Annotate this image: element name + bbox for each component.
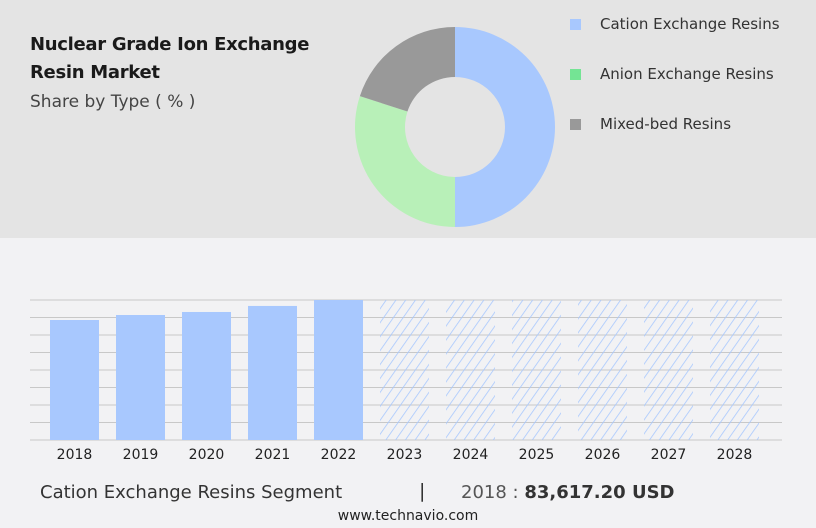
legend-item-cation: Cation Exchange Resins — [570, 15, 780, 33]
legend-label: Anion Exchange Resins — [600, 65, 774, 83]
segment-label: Cation Exchange Resins Segment — [40, 482, 343, 503]
legend-swatch — [570, 68, 581, 80]
chart-title: Nuclear Grade Ion Exchange Resin Market — [30, 34, 310, 83]
forecast-bar-2024 — [446, 300, 495, 440]
legend-item-anion: Anion Exchange Resins — [570, 65, 774, 83]
segment-value: 2018 : 83,617.20 USD — [461, 482, 674, 503]
legend-swatch — [570, 18, 581, 30]
x-tick-label: 2018 — [57, 447, 93, 463]
forecast-bar-2026 — [578, 300, 627, 440]
forecast-bar-2025 — [512, 300, 561, 440]
bar-2019 — [116, 314, 165, 440]
bar-chart: 2018 2019 2020 2021 2022 2023 2024 2025 2026 2027… — [30, 299, 782, 463]
forecast-bar-2027 — [644, 300, 693, 440]
legend-label: Cation Exchange Resins — [600, 15, 780, 33]
forecast-bar-2028 — [710, 300, 759, 440]
x-tick-label: 2020 — [189, 447, 225, 463]
x-tick-label: 2025 — [519, 447, 555, 463]
bar-2020 — [182, 311, 231, 440]
x-tick-label: 2019 — [123, 447, 159, 463]
x-tick-label: 2026 — [585, 447, 621, 463]
donut-slice-mixed-bed-resins — [359, 27, 455, 112]
donut-chart — [355, 27, 555, 227]
bar-2022 — [314, 300, 363, 440]
x-tick-label: 2027 — [651, 447, 687, 463]
x-tick-label: 2021 — [255, 447, 291, 463]
legend-label: Mixed-bed Resins — [600, 115, 732, 133]
source-url: www.technavio.com — [337, 508, 479, 524]
legend-swatch — [570, 118, 581, 130]
x-tick-label: 2024 — [453, 447, 489, 463]
x-tick-label: 2028 — [717, 447, 753, 463]
legend-item-mixed: Mixed-bed Resins — [570, 115, 731, 133]
value-year: 2018 : — [461, 482, 519, 503]
separator: | — [419, 480, 426, 502]
bar-2021 — [248, 305, 297, 440]
donut-slice-anion-exchange-resins — [355, 96, 455, 227]
x-tick-label: 2023 — [387, 447, 423, 463]
chart-subtitle: Share by Type ( % ) — [30, 92, 196, 112]
donut-slice-cation-exchange-resins — [455, 27, 555, 227]
bar-2018 — [50, 319, 99, 440]
forecast-bar-2023 — [380, 300, 429, 440]
value-amount: 83,617.20 USD — [524, 482, 675, 503]
x-tick-label: 2022 — [321, 447, 357, 463]
